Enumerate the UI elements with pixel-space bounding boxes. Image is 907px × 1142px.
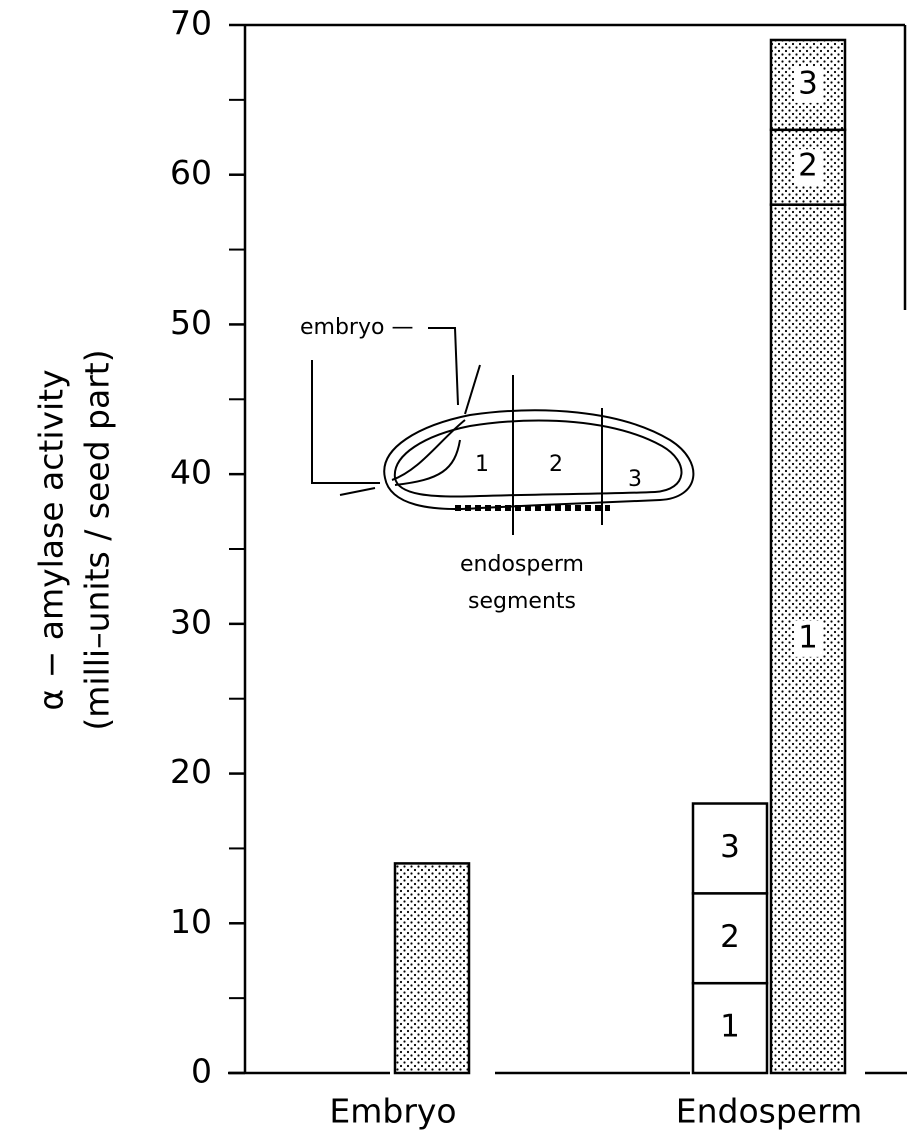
y-tick-label: 0 [191, 1052, 212, 1091]
y-tick-label: 30 [170, 602, 212, 641]
seed-diagram [311, 327, 695, 535]
inset-segment-label: 2 [549, 452, 563, 477]
inset-caption: segments [468, 589, 576, 614]
segment-label: 2 [720, 919, 740, 955]
y-axis-label-line: (milli–units / seed part) [78, 349, 117, 730]
bar-segment [691, 802, 769, 895]
segment-label: 3 [798, 65, 818, 101]
bar-segment [691, 892, 769, 985]
inset-segment-label: 3 [628, 467, 642, 492]
segment-label: 2 [798, 148, 818, 184]
inset-caption: endosperm [460, 552, 584, 577]
y-tick-label: 70 [170, 4, 212, 43]
y-tick-label: 10 [170, 902, 212, 941]
y-tick-label: 60 [170, 153, 212, 192]
y-axis-label: α − amylase activity (milli–units / seed… [32, 349, 117, 730]
y-tick-label: 20 [170, 752, 212, 791]
inset-label: embryo — [300, 315, 413, 340]
bar-segment [393, 862, 471, 1075]
segment-label-bg [794, 620, 822, 657]
y-tick-label: 40 [170, 453, 212, 492]
bar-segment [691, 981, 769, 1075]
segment-label: 3 [720, 829, 740, 865]
y-tick-label: 50 [170, 303, 212, 342]
x-tick-label: Endosperm [676, 1092, 862, 1131]
segment-label-bg [794, 149, 822, 186]
inset-segment-label: 1 [475, 452, 489, 477]
y-axis-label-line: α − amylase activity [32, 369, 71, 710]
segment-label: 1 [798, 619, 818, 655]
segment-label: 1 [720, 1009, 740, 1045]
x-tick-label: Embryo [329, 1092, 456, 1131]
segment-label-bg [794, 66, 822, 103]
